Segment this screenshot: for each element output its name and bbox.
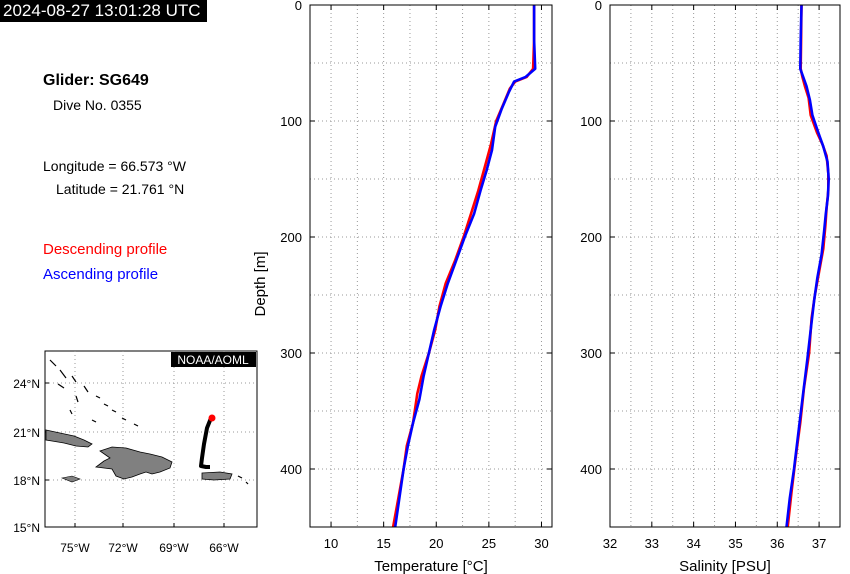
- y-tick-label: 200: [580, 230, 602, 245]
- salinity-chart: 32 33 34 35 36 37 0 100 200 300 400 Salinity [PSU]: [580, 0, 841, 574]
- legend-descending: Descending profile: [43, 241, 168, 258]
- glider-name: Glider: SG649: [43, 72, 149, 89]
- land-hispaniola: [94, 446, 173, 480]
- temperature-plot-frame: [309, 4, 553, 528]
- map-lat-label: 24°N: [13, 377, 40, 391]
- map-lat-label: 21°N: [13, 426, 40, 440]
- map-lon-label: 66°W: [209, 541, 239, 555]
- x-tick-label: 36: [770, 536, 784, 551]
- series-line-descending: [786, 4, 830, 528]
- x-tick-label: 20: [429, 536, 443, 551]
- y-tick-label: 100: [580, 114, 602, 129]
- land-jamaica: [60, 475, 81, 483]
- y-tick-label: 100: [280, 114, 302, 129]
- map-lat-label: 18°N: [13, 474, 40, 488]
- map-lat-label: 15°N: [13, 521, 40, 535]
- x-tick-label: 10: [324, 536, 338, 551]
- glider-position-marker: [208, 414, 216, 422]
- map-lon-labels: 75°W 72°W 69°W 66°W: [60, 541, 239, 555]
- x-tick-label: 25: [482, 536, 496, 551]
- x-tick-label: 15: [376, 536, 390, 551]
- map-lon-label: 75°W: [60, 541, 90, 555]
- temperature-grid: [310, 5, 552, 527]
- salinity-plot-frame: [609, 4, 841, 528]
- depth-ylabel: Depth [m]: [252, 251, 269, 316]
- x-tick-label: 34: [686, 536, 700, 551]
- land-puerto-rico: [201, 471, 233, 481]
- land-bahamas: [49, 359, 249, 485]
- x-tick-label: 32: [603, 536, 617, 551]
- y-tick-label: 200: [280, 230, 302, 245]
- land-cuba: [45, 429, 93, 448]
- salinity-xlabel: Salinity [PSU]: [679, 558, 771, 574]
- glider-track: [199, 417, 213, 469]
- map-lon-label: 69°W: [159, 541, 189, 555]
- temperature-xlabel: Temperature [°C]: [374, 558, 488, 574]
- dive-number: Dive No. 0355: [53, 97, 142, 113]
- inset-map: NOAA/AOML 24°N 21°N 18°N 15°N 75°W 72°W 69°W 6…: [13, 350, 258, 555]
- legend-ascending: Ascending profile: [43, 266, 159, 283]
- map-lat-labels: 24°N 21°N 18°N 15°N: [13, 377, 40, 535]
- y-tick-label: 300: [280, 346, 302, 361]
- map-badge-bg: [171, 352, 256, 367]
- y-tick-label: 400: [580, 462, 602, 477]
- x-tick-label: 33: [645, 536, 659, 551]
- longitude-readout: Longitude = 66.573 °W: [43, 158, 186, 174]
- map-lon-label: 72°W: [108, 541, 138, 555]
- x-tick-label: 30: [534, 536, 548, 551]
- series-line-ascending: [785, 4, 830, 528]
- y-tick-label: 300: [580, 346, 602, 361]
- series-line-ascending: [393, 5, 537, 528]
- y-tick-label: 400: [280, 462, 302, 477]
- y-tick-label: 0: [295, 0, 302, 13]
- timestamp-label: 2024-08-27 13:01:28 UTC: [0, 0, 207, 22]
- x-tick-label: 37: [812, 536, 826, 551]
- salinity-ticks: 32 33 34 35 36 37 0 100 200 300 400: [580, 0, 840, 551]
- y-tick-label: 0: [595, 0, 602, 13]
- salinity-series: [785, 4, 830, 528]
- latitude-readout: Latitude = 21.761 °N: [56, 181, 185, 197]
- x-tick-label: 35: [728, 536, 742, 551]
- temperature-series: [391, 5, 537, 528]
- map-badge: NOAA/AOML: [177, 353, 249, 367]
